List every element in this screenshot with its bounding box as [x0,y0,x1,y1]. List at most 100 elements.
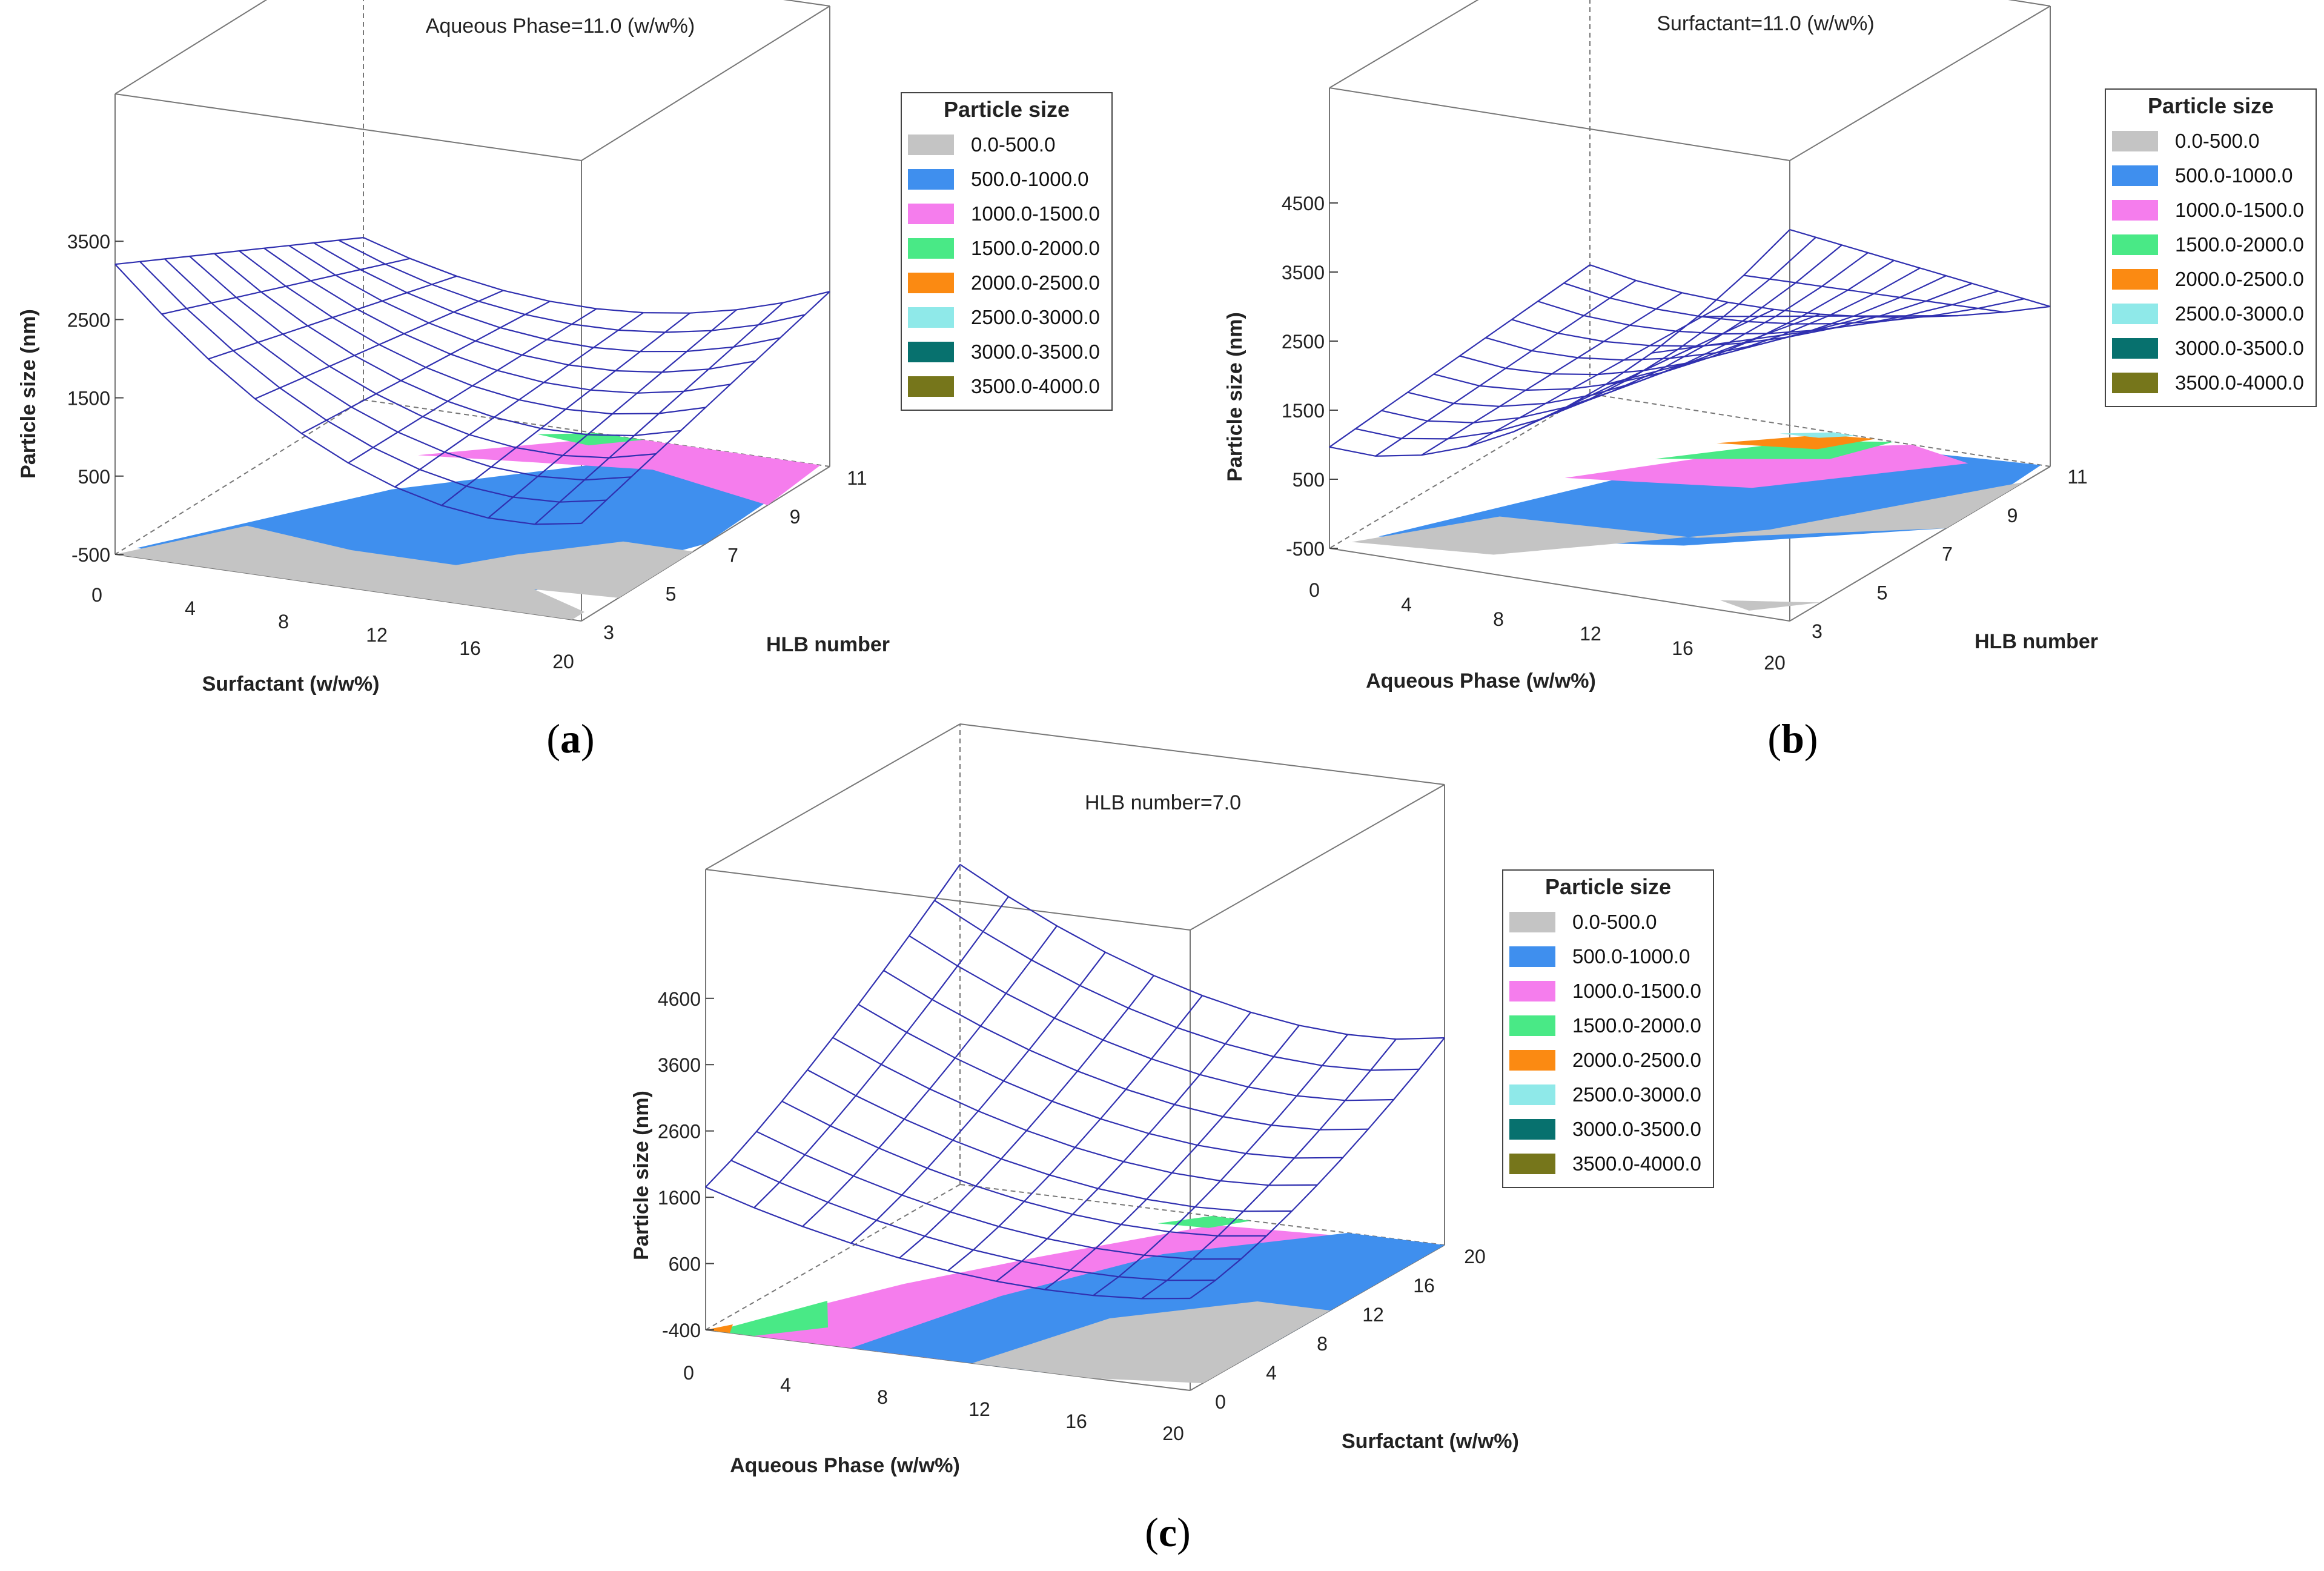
panel-caption-c: (c) [1145,1509,1191,1556]
legend-swatch [2112,130,2158,151]
surface-mesh-line [1743,274,2005,313]
legend-item-3: 1000.0-1500.0 [1509,974,1707,1008]
legend-item-7: 3000.0-3500.0 [908,334,1105,369]
surface-mesh-line [239,250,706,415]
surface-mesh-line [1789,228,2051,307]
legend-item-6: 2500.0-3000.0 [1509,1077,1707,1112]
surface-mesh-line [959,863,1445,1040]
legend-title: Particle size [943,97,1070,122]
legend-label: 0.0-500.0 [2175,129,2260,152]
legend-swatch [908,168,954,190]
surface-mesh-line [753,896,1009,1209]
x-tick-label: 20 [1162,1423,1184,1444]
legend-label: 2000.0-2500.0 [1572,1048,1701,1071]
surface-mesh-line [394,312,644,488]
caption-paren-open: ( [1767,716,1782,762]
surface-mesh-line [1044,1025,1300,1290]
legend-swatch [1509,1153,1555,1174]
legend-item-3: 1000.0-1500.0 [908,196,1105,231]
contour-region [1720,600,1821,611]
surface-mesh-line [1605,316,1867,385]
contour-region [715,1301,828,1336]
y-tick-label: 16 [1413,1275,1435,1297]
legend-swatch [908,307,954,328]
contour-region [115,525,585,620]
surface-plot-c: -400 600 1600 2600 3600 4600 0 4 8 12 16 20 0 4 8 12 16 2… [630,723,1519,1477]
legend-label: 0.0-500.0 [971,133,1056,156]
legend-item-2: 500.0-1000.0 [1509,939,1707,974]
surface-mesh-line [1563,282,2025,325]
x-tick-label: 16 [459,637,481,659]
surface-plot-b: -500 500 1500 2500 3500 4500 0 4 8 12 16 20 3 5 7 9 11 Aq… [1223,0,2098,693]
surface-mesh-line [1485,275,1947,361]
surface-mesh-line [1329,229,1790,457]
legend-item-5: 2000.0-2500.0 [2112,262,2309,296]
x-tick-label: 0 [1309,579,1320,601]
surface-mesh-line [705,864,961,1188]
surface-mesh-line [934,900,1420,1071]
y-tick-label: 11 [2067,466,2087,488]
legend-label: 3000.0-3500.0 [2175,336,2304,359]
x-axis-label: Aqueous Phase (w/w%) [730,1454,960,1477]
x-tick-label: 12 [366,624,388,646]
surface-mesh-line [1511,282,1973,347]
box-top-edge [2008,0,2051,7]
x-tick-label: 12 [968,1398,990,1420]
z-tick-label: 500 [1293,469,1325,491]
box-top-edge [1329,0,1479,88]
surface-mesh-line [338,239,806,333]
x-tick-label: 16 [1672,637,1693,659]
surface-mesh-line [1190,1037,1445,1299]
caption-letter: c [1158,1509,1177,1555]
legend-label: 1000.0-1500.0 [1572,979,1701,1002]
legend-item-1: 0.0-500.0 [908,127,1105,162]
surface-mesh-line [313,242,781,353]
box-top-edge [959,723,1445,785]
z-tick-label: 2500 [1282,331,1325,353]
y-tick-label: 8 [1317,1333,1328,1355]
box-top-edge [1329,87,1790,161]
z-tick-label: -500 [1286,538,1325,560]
legend-swatch [1509,1084,1555,1105]
panel-caption-a: (a) [546,715,594,763]
legend-a: Particle size 0.0-500.0 500.0-1000.0 100… [901,92,1113,411]
z-tick-label: 1500 [67,388,110,410]
legend-label: 2000.0-2500.0 [971,271,1100,294]
x-tick-label: 8 [278,611,289,633]
legend-swatch [2112,372,2158,393]
caption-paren-open: ( [1145,1509,1159,1555]
y-axis-label: HLB number [1975,630,2098,653]
legend-swatch [2112,337,2158,359]
legend-label: 1000.0-1500.0 [2175,198,2304,221]
legend-c: Particle size 0.0-500.0 500.0-1000.0 100… [1502,869,1714,1188]
legend-item-7: 3000.0-3500.0 [2112,331,2309,365]
y-tick-label: 9 [790,506,801,528]
legend-label: 0.0-500.0 [1572,910,1657,933]
z-tick-label: 4500 [1282,193,1325,214]
legend-item-7: 3000.0-3500.0 [1509,1112,1707,1146]
x-tick-label: 16 [1065,1410,1087,1432]
x-tick-label: 4 [185,597,196,619]
x-tick-label: 8 [1493,608,1504,630]
legend-swatch [908,134,954,155]
box-top-edge [783,0,830,7]
surface-mesh-line [488,309,737,519]
surface-mesh-line [288,245,756,373]
surface-mesh-line [947,995,1203,1272]
box-bottom-edge [1329,548,1790,622]
x-tick-label: 4 [1401,594,1412,616]
box-top-edge [705,723,961,870]
surface-mesh-line [189,256,657,459]
legend-item-8: 3500.0-4000.0 [908,369,1105,404]
box-bottom-edge [1589,393,2051,467]
legend-label: 500.0-1000.0 [2175,164,2293,187]
box-bottom-edge [114,399,364,555]
legend-item-4: 1500.0-2000.0 [908,231,1105,265]
surface-mesh-line [1141,1038,1397,1300]
caption-letter: a [560,716,581,762]
legend-label: 1500.0-2000.0 [1572,1014,1701,1037]
z-tick-label: 2500 [67,309,110,331]
box-top-edge [114,0,268,95]
chart-title-c: HLB number=7.0 [1085,791,1241,814]
legend-label: 500.0-1000.0 [1572,945,1690,968]
